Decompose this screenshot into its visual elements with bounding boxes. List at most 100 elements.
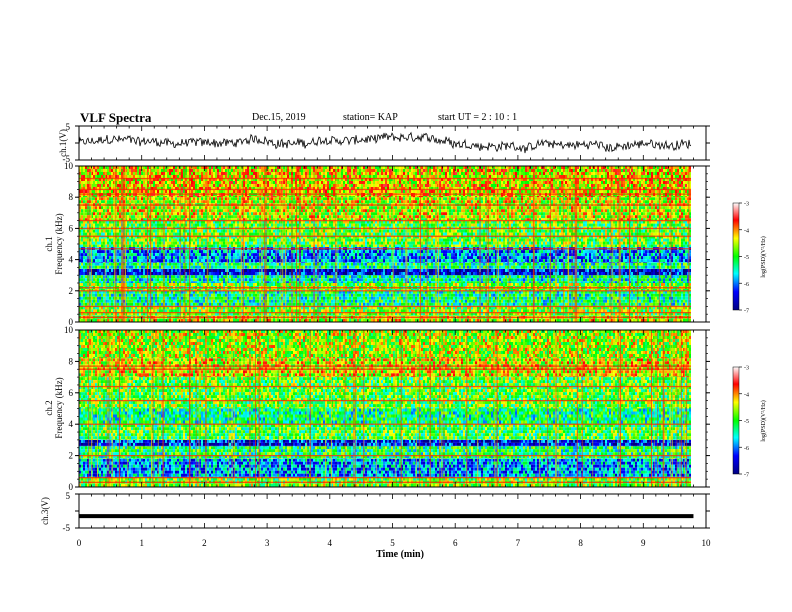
spec-cell <box>645 293 647 297</box>
spec-cell <box>343 309 345 313</box>
spec-cell <box>293 302 295 306</box>
spec-cell <box>207 306 209 310</box>
spec-cell <box>563 306 565 310</box>
spec-cell <box>447 283 449 286</box>
spec-cell <box>635 318 637 322</box>
spec-cell <box>137 312 139 316</box>
spec-cell <box>253 312 255 316</box>
spec-cell <box>181 309 183 313</box>
spec-cell <box>185 302 187 306</box>
spec-cell <box>179 309 181 313</box>
spec-cell <box>283 299 285 303</box>
spec-cell <box>639 283 641 286</box>
spec-cell <box>281 318 283 322</box>
spec-cell <box>591 302 593 306</box>
spec-cell <box>325 306 327 310</box>
spec-cell <box>257 296 259 300</box>
spec-cell <box>527 312 529 316</box>
spec-cell <box>269 318 271 322</box>
spec-cell <box>603 309 605 313</box>
spec-cell <box>157 312 159 316</box>
spec-cell <box>339 312 341 316</box>
spec-cell <box>399 299 401 303</box>
spec-cell <box>195 302 197 306</box>
spec-cell <box>627 309 629 313</box>
spec-cell <box>449 318 451 322</box>
spec-cell <box>181 293 183 297</box>
spec-cell <box>167 318 169 322</box>
spec-cell <box>613 318 615 322</box>
spec-cell <box>155 299 157 303</box>
spec-cell <box>585 312 587 316</box>
spec-cell <box>439 302 441 306</box>
spec-cell <box>517 309 519 313</box>
spec-cell <box>577 299 579 303</box>
spec-cell <box>273 318 275 322</box>
spec-cell <box>307 293 309 297</box>
spec-cell <box>343 296 345 300</box>
spec-cell <box>647 283 649 286</box>
spec-cell <box>237 283 239 286</box>
spec-cell <box>569 293 571 297</box>
spec-cell <box>143 309 145 313</box>
spec-cell <box>359 309 361 313</box>
spec-cell <box>227 293 229 297</box>
spec-cell <box>397 306 399 310</box>
spec-cell <box>457 296 459 300</box>
spec-cell <box>157 290 159 294</box>
spec-cell <box>107 302 109 306</box>
spec-cell <box>563 318 565 322</box>
spec-cell <box>385 306 387 310</box>
spec-cell <box>307 296 309 300</box>
spec-cell <box>577 283 579 286</box>
spec-cell <box>397 299 399 303</box>
spec-cell <box>539 309 541 313</box>
spec-cell <box>529 293 531 297</box>
spec-cell <box>571 293 573 297</box>
spec-cell <box>367 306 369 310</box>
spec-cell <box>109 290 111 294</box>
spec-cell <box>345 283 347 286</box>
spec-cell <box>469 306 471 310</box>
spec-cell <box>685 312 687 316</box>
spec-cell <box>499 306 501 310</box>
spec-cell <box>187 318 189 322</box>
spec-cell <box>193 302 195 306</box>
spec-cell <box>645 309 647 313</box>
spec-cell <box>309 293 311 297</box>
spec-cell <box>239 318 241 322</box>
spec-cell <box>345 290 347 294</box>
spec-cell <box>335 312 337 316</box>
spec-cell <box>477 296 479 300</box>
spec-cell <box>541 296 543 300</box>
spec-cell <box>169 299 171 303</box>
spec-cell <box>377 290 379 294</box>
spec-cell <box>679 290 681 294</box>
spec-cell <box>161 306 163 310</box>
spec-cell <box>583 302 585 306</box>
spec-cell <box>447 309 449 313</box>
spec-cell <box>99 296 101 300</box>
spec-cell <box>215 293 217 297</box>
spec-cell <box>353 283 355 286</box>
spec-cell <box>565 318 567 322</box>
spec-cell <box>197 318 199 322</box>
spec-cell <box>521 318 523 322</box>
spec-cell <box>661 318 663 322</box>
spec-cell <box>145 318 147 322</box>
spec-cell <box>603 312 605 316</box>
spec-cell <box>135 293 137 297</box>
spec-cell <box>241 283 243 286</box>
spec-cell <box>167 302 169 306</box>
spec-cell <box>599 290 601 294</box>
spec-cell <box>477 283 479 286</box>
spec-cell <box>235 275 237 279</box>
spec-cell <box>635 302 637 306</box>
spec-cell <box>375 293 377 297</box>
spec-cell <box>543 283 545 286</box>
spec-cell <box>247 296 249 300</box>
spec-cell <box>139 299 141 303</box>
spec-cell <box>325 283 327 286</box>
spec-cell <box>653 312 655 316</box>
spec-cell <box>209 302 211 306</box>
